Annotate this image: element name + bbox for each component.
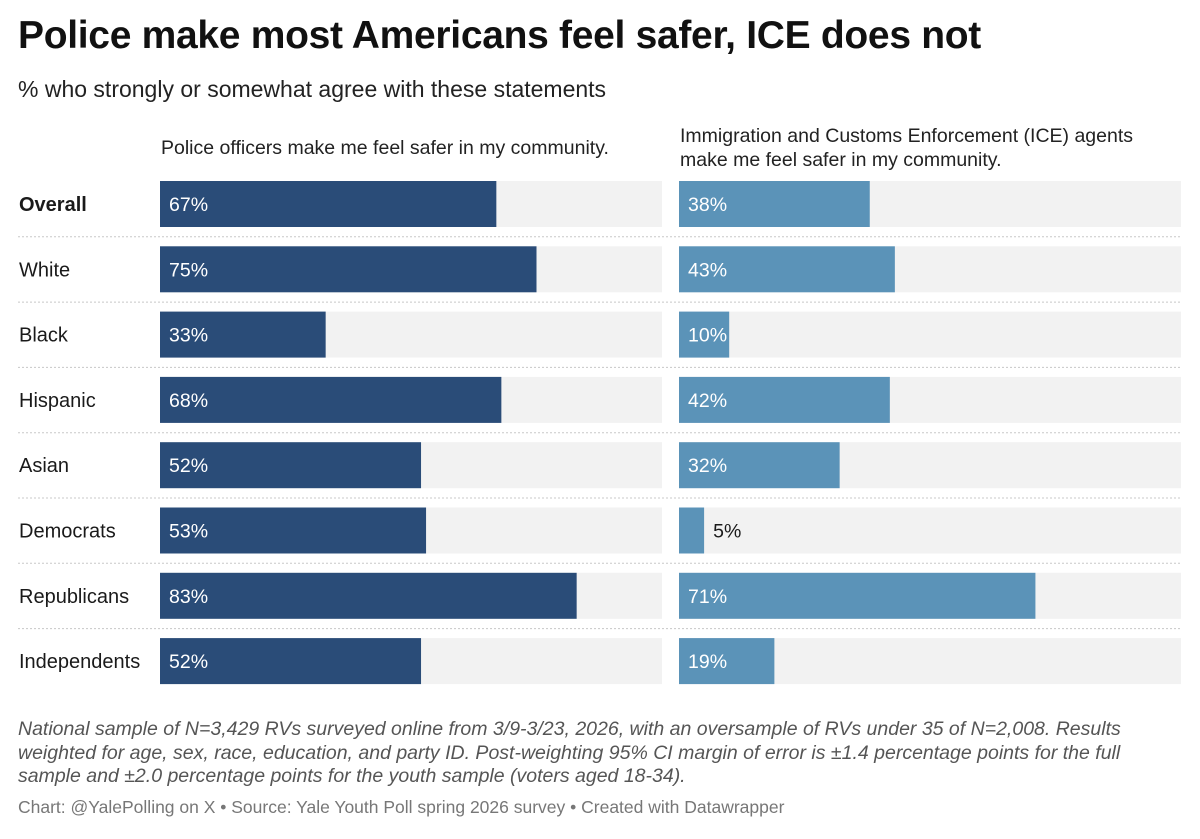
chart-byline: Chart: @YalePolling on X • Source: Yale … <box>18 797 785 817</box>
ice-bar-overall <box>679 181 870 227</box>
chart-subtitle: % who strongly or somewhat agree with th… <box>18 76 607 102</box>
category-label-republicans: Republicans <box>19 586 129 608</box>
category-label-asian: Asian <box>19 455 69 477</box>
ice-value-label-overall: 38% <box>688 194 727 216</box>
police-value-label-republicans: 83% <box>169 586 208 608</box>
ice-bar-track-black <box>679 311 1181 358</box>
ice-value-label-asian: 32% <box>688 455 727 477</box>
ice-value-label-independents: 19% <box>688 651 727 673</box>
ice-bar-independents <box>679 638 775 685</box>
police-value-label-asian: 52% <box>169 455 208 477</box>
chart-title: Police make most Americans feel safer, I… <box>18 14 981 57</box>
ice-value-label-white: 43% <box>688 259 727 281</box>
category-label-overall: Overall <box>19 194 87 216</box>
ice-column-header: Immigration and Customs Enforcement (ICE… <box>680 125 1134 171</box>
ice-value-label-black: 10% <box>688 325 727 347</box>
police-bar-black <box>160 311 326 358</box>
police-bar-republicans <box>160 572 577 619</box>
category-label-independents: Independents <box>19 651 140 673</box>
ice-bar-track-democrats <box>679 507 1181 554</box>
ice-bar-white <box>679 246 895 293</box>
police-bar-asian <box>160 442 422 489</box>
ice-bar-hispanic <box>679 376 890 423</box>
police-bar-white <box>160 246 537 293</box>
ice-value-label-republicans: 71% <box>688 586 727 608</box>
police-bar-hispanic <box>160 376 502 423</box>
police-value-label-overall: 67% <box>169 194 208 216</box>
bar-chart: Overall 67% 38% White 75% 43% Black 33% 10% Hispa… <box>18 181 1182 685</box>
police-value-label-hispanic: 68% <box>169 390 208 412</box>
police-bar-overall <box>160 181 497 227</box>
ice-bar-black <box>679 311 730 358</box>
category-label-black: Black <box>19 325 69 347</box>
police-bar-independents <box>160 638 422 685</box>
police-column-header: Police officers make me feel safer in my… <box>161 137 609 159</box>
ice-value-label-hispanic: 42% <box>688 390 727 412</box>
police-bar-democrats <box>160 507 427 554</box>
category-label-democrats: Democrats <box>19 521 116 543</box>
ice-value-label-democrats: 5% <box>713 521 741 543</box>
police-value-label-black: 33% <box>169 325 208 347</box>
methodology-notes: National sample of N=3,429 RVs surveyed … <box>18 718 1121 787</box>
ice-bar-republicans <box>679 572 1036 619</box>
police-value-label-independents: 52% <box>169 651 208 673</box>
ice-bar-asian <box>679 442 840 489</box>
category-label-hispanic: Hispanic <box>19 390 96 412</box>
category-label-white: White <box>19 259 70 281</box>
police-value-label-democrats: 53% <box>169 521 208 543</box>
police-value-label-white: 75% <box>169 259 208 281</box>
ice-bar-democrats <box>679 507 705 554</box>
